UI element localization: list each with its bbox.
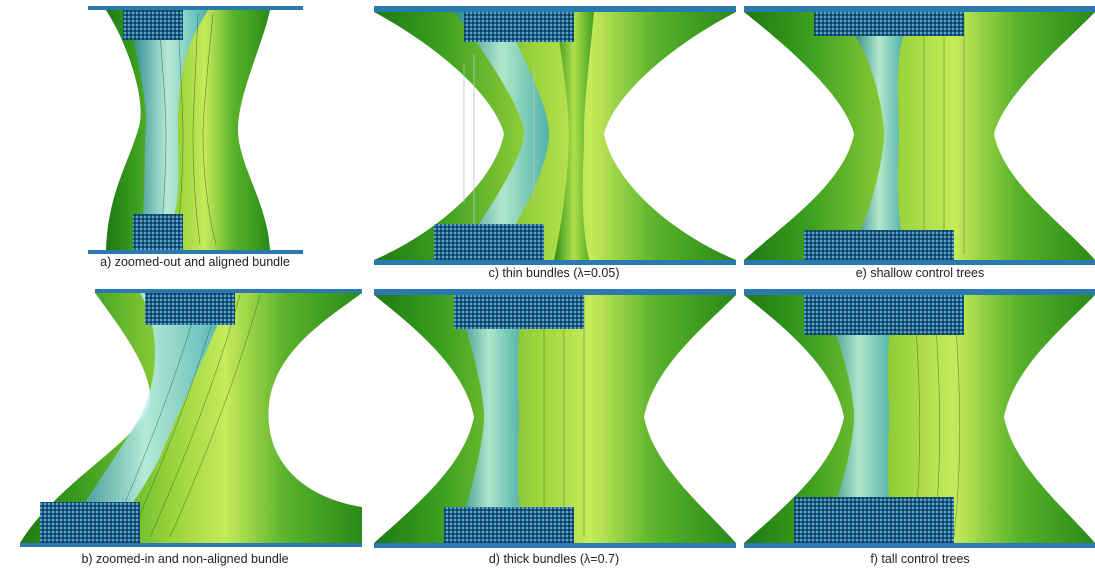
panel-f [744, 287, 1095, 549]
caption-e: e) shallow control trees [855, 266, 985, 280]
panel-b [0, 287, 362, 549]
panel-c [374, 4, 736, 266]
panel-e [744, 4, 1095, 266]
bundle-visualization-e [744, 6, 1095, 265]
panel-d [374, 287, 736, 549]
caption-b: b) zoomed-in and non-aligned bundle [81, 552, 289, 566]
bundle-visualization-c [374, 6, 736, 265]
panel-a [88, 4, 303, 256]
bundle-visualization-b [20, 289, 362, 547]
caption-a: a) zoomed-out and aligned bundle [100, 255, 290, 269]
caption-d: d) thick bundles (λ=0.7) [488, 552, 620, 566]
caption-c: c) thin bundles (λ=0.05) [488, 266, 620, 280]
bundle-visualization-f [744, 289, 1095, 548]
bundle-visualization-d [374, 289, 736, 548]
caption-f: f) tall control trees [870, 552, 970, 566]
bundle-visualization-a [88, 6, 303, 254]
